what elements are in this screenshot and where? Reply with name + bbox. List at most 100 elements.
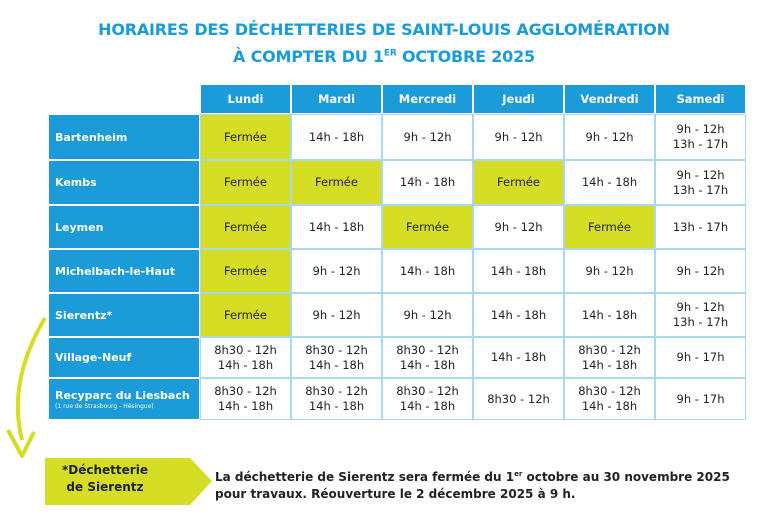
schedule-cell: 8h30 - 12h 14h - 18h bbox=[200, 378, 291, 420]
schedule-cell: 9h - 12h bbox=[382, 114, 473, 160]
schedule-cell: 14h - 18h bbox=[382, 249, 473, 293]
schedule-cell: 9h - 12h bbox=[291, 249, 382, 293]
note-text: La déchetterie de Sierentz sera fermée d… bbox=[215, 470, 515, 484]
cell-line: 9h - 12h bbox=[585, 129, 634, 144]
schedule-cell: 8h30 - 12h 14h - 18h bbox=[564, 337, 655, 378]
schedule-cell: Fermée bbox=[291, 160, 382, 205]
row-name: Village-Neuf bbox=[55, 351, 132, 364]
row-name: Bartenheim bbox=[55, 130, 128, 144]
cell-line: 9h - 12h bbox=[676, 300, 725, 314]
footer-tag: *Déchetterie de Sierentz bbox=[62, 462, 148, 496]
schedule-cell: Fermée bbox=[200, 249, 291, 293]
cell-line: Fermée bbox=[588, 219, 631, 234]
cell-line: 14h - 18h bbox=[217, 399, 274, 413]
schedule-cell: 9h - 12h bbox=[473, 205, 564, 249]
note-text: octobre au 30 novembre 2025 bbox=[522, 470, 730, 484]
schedule-cell: Fermée bbox=[473, 160, 564, 205]
cell-line: 13h - 17h bbox=[672, 182, 729, 197]
cell-line: Fermée bbox=[224, 175, 267, 189]
tag-line: de Sierentz bbox=[66, 480, 144, 494]
schedule-cell: 14h - 18h bbox=[473, 337, 564, 378]
cell-line: 9h - 12h bbox=[494, 129, 543, 144]
column-header: Mercredi bbox=[382, 84, 473, 114]
schedule-cell: 14h - 18h bbox=[473, 249, 564, 293]
row-header: Leymen bbox=[48, 205, 200, 249]
row-name: Michelbach-le-Haut bbox=[55, 264, 176, 278]
title-line2: À COMPTER DU 1ER OCTOBRE 2025 bbox=[0, 47, 768, 66]
cell-line: 8h30 - 12h bbox=[578, 384, 641, 398]
row-name: Recyparc du Liesbach bbox=[55, 388, 190, 402]
row-name: Leymen bbox=[55, 220, 104, 234]
schedule-cell: 8h30 - 12h 14h - 18h bbox=[291, 378, 382, 420]
row-header: Bartenheim bbox=[48, 114, 200, 160]
cell-line: 8h30 - 12h bbox=[214, 342, 277, 357]
schedule-cell: 14h - 18h bbox=[473, 293, 564, 337]
cell-line: 14h - 18h bbox=[490, 307, 547, 322]
arrow-line bbox=[15, 316, 47, 441]
cell-line: 8h30 - 12h bbox=[305, 342, 368, 357]
schedule-cell: 9h - 12h 13h - 17h bbox=[655, 160, 746, 205]
row-header: Village-Neuf bbox=[48, 337, 200, 378]
row-sub: (1 rue de Strasbourg - Hésingue) bbox=[55, 402, 154, 410]
schedule-cell: 9h - 17h bbox=[655, 337, 746, 378]
schedule-cell: 9h - 12h bbox=[564, 249, 655, 293]
cell-line: 14h - 18h bbox=[581, 307, 638, 322]
tag-shape bbox=[45, 458, 212, 505]
cell-line: 9h - 12h bbox=[585, 263, 634, 278]
cell-line: 14h - 18h bbox=[308, 219, 365, 234]
tag-line: *Déchetterie bbox=[62, 463, 148, 477]
note-sup: er bbox=[514, 470, 523, 478]
schedule-cell: Fermée bbox=[200, 160, 291, 205]
cell-line: 8h30 - 12h bbox=[487, 391, 550, 406]
title-text: À COMPTER DU 1 bbox=[233, 47, 384, 66]
row-name: Sierentz* bbox=[55, 308, 113, 322]
schedule-cell: 14h - 18h bbox=[564, 160, 655, 205]
cell-line: 9h - 12h bbox=[676, 167, 725, 182]
cell-line: Fermée bbox=[497, 175, 540, 189]
note-line: pour travaux. Réouverture le 2 décembre … bbox=[215, 487, 576, 501]
cell-line: 14h - 18h bbox=[581, 399, 638, 413]
schedule-cell: 9h - 17h bbox=[655, 378, 746, 420]
column-header: Vendredi bbox=[564, 84, 655, 114]
row-header: Sierentz* bbox=[48, 293, 200, 337]
cell-line: 9h - 12h bbox=[676, 263, 725, 278]
cell-line: 13h - 17h bbox=[672, 315, 729, 329]
schedule-cell: Fermée bbox=[564, 205, 655, 249]
row-header: Kembs bbox=[48, 160, 200, 205]
schedule-cell: 9h - 12h bbox=[291, 293, 382, 337]
schedule-cell: 14h - 18h bbox=[564, 293, 655, 337]
cell-line: 9h - 17h bbox=[676, 350, 725, 364]
cell-line: 14h - 18h bbox=[308, 399, 365, 413]
schedule-cell: Fermée bbox=[382, 205, 473, 249]
schedule-cell: 14h - 18h bbox=[382, 160, 473, 205]
schedule-cell: 9h - 12h bbox=[382, 293, 473, 337]
schedule-cell: Fermée bbox=[200, 114, 291, 160]
schedule-cell: 9h - 12h bbox=[473, 114, 564, 160]
cell-line: 14h - 18h bbox=[399, 263, 456, 278]
column-header: Mardi bbox=[291, 84, 382, 114]
schedule-cell: 8h30 - 12h 14h - 18h bbox=[291, 337, 382, 378]
cell-line: 14h - 18h bbox=[581, 357, 638, 372]
schedule-cell: Fermée bbox=[200, 293, 291, 337]
title-line1: HORAIRES DES DÉCHETTERIES DE SAINT-LOUIS… bbox=[98, 20, 670, 39]
title-sup: ER bbox=[383, 48, 397, 59]
schedule-cell: 14h - 18h bbox=[291, 114, 382, 160]
cell-line: 9h - 17h bbox=[676, 391, 725, 406]
schedule-cell: 9h - 12h bbox=[564, 114, 655, 160]
cell-line: 14h - 18h bbox=[490, 263, 547, 278]
schedule-cell: 13h - 17h bbox=[655, 205, 746, 249]
cell-line: 8h30 - 12h bbox=[396, 342, 459, 357]
cell-line: 9h - 12h bbox=[676, 122, 725, 136]
cell-line: 13h - 17h bbox=[672, 137, 729, 151]
note-line: La déchetterie de Sierentz sera fermée d… bbox=[215, 466, 730, 486]
arrow-head bbox=[6, 429, 36, 458]
column-header: Samedi bbox=[655, 84, 746, 114]
cell-line: 14h - 18h bbox=[308, 357, 365, 372]
cell-line: 14h - 18h bbox=[490, 350, 547, 364]
cell-line: 14h - 18h bbox=[581, 175, 638, 189]
cell-line: 14h - 18h bbox=[399, 175, 456, 189]
cell-line: 14h - 18h bbox=[399, 357, 456, 372]
footer-note: La déchetterie de Sierentz sera fermée d… bbox=[215, 466, 730, 503]
